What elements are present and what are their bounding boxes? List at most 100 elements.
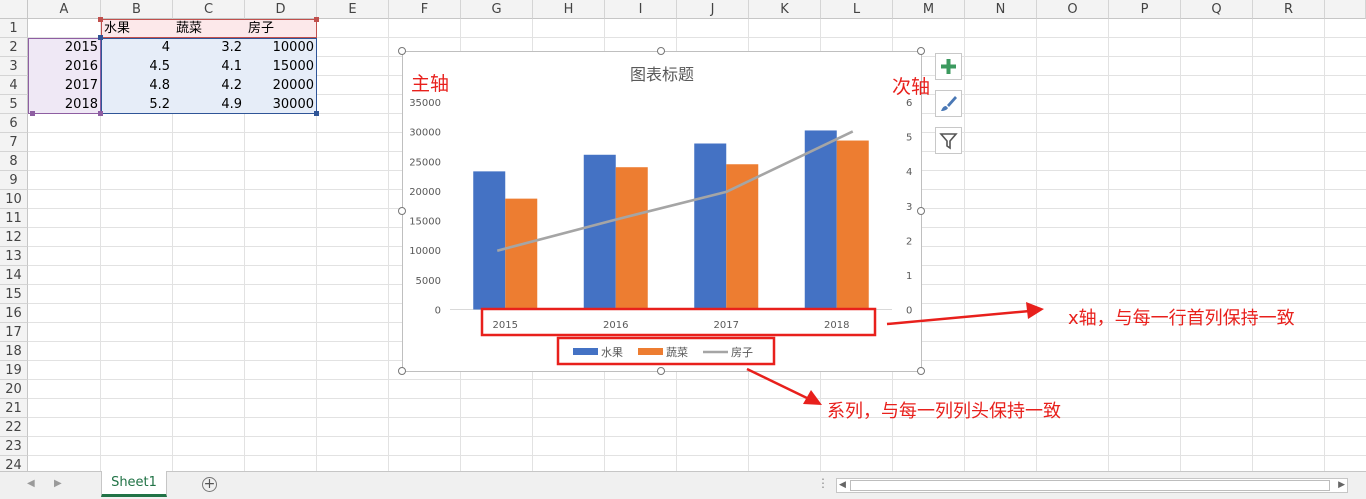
row-header-15[interactable]: 15 <box>0 285 28 304</box>
chart-elements-button[interactable] <box>935 53 962 80</box>
column-header-filler <box>1325 0 1366 19</box>
column-header-G[interactable]: G <box>461 0 533 19</box>
bar-水果-2018[interactable] <box>805 130 837 309</box>
column-header-C[interactable]: C <box>173 0 245 19</box>
more-options-icon[interactable]: ⋮ <box>817 476 829 490</box>
row-header-20[interactable]: 20 <box>0 380 28 399</box>
column-header-M[interactable]: M <box>893 0 965 19</box>
range-handle[interactable] <box>98 111 103 116</box>
bar-蔬菜-2018[interactable] <box>837 141 869 310</box>
column-header-A[interactable]: A <box>28 0 101 19</box>
primary-axis-tick-label: 35000 <box>409 98 441 109</box>
legend-label-水果[interactable]: 水果 <box>601 346 623 359</box>
gridline-horizontal <box>28 417 1366 418</box>
column-header-K[interactable]: K <box>749 0 821 19</box>
column-header-L[interactable]: L <box>821 0 893 19</box>
scroll-tabs-left-icon[interactable]: ◀ <box>27 478 35 489</box>
scroll-tabs-right-icon[interactable]: ▶ <box>54 478 62 489</box>
column-header-O[interactable]: O <box>1037 0 1109 19</box>
column-header-Q[interactable]: Q <box>1181 0 1253 19</box>
gridline-horizontal <box>28 398 1366 399</box>
column-header-R[interactable]: R <box>1253 0 1325 19</box>
scrollbar-thumb[interactable] <box>850 480 1330 491</box>
row-header-21[interactable]: 21 <box>0 399 28 418</box>
category-label: 2015 <box>493 320 518 331</box>
horizontal-scrollbar[interactable]: ◀ ▶ <box>836 478 1348 493</box>
range-handle[interactable] <box>314 111 319 116</box>
column-header-P[interactable]: P <box>1109 0 1181 19</box>
add-sheet-button[interactable]: + <box>202 477 217 492</box>
chart-resize-handle[interactable] <box>917 47 925 55</box>
chart-resize-handle[interactable] <box>917 207 925 215</box>
chart-resize-handle[interactable] <box>398 47 406 55</box>
gridline-vertical <box>1108 19 1109 471</box>
row-header-22[interactable]: 22 <box>0 418 28 437</box>
range-handle[interactable] <box>314 17 319 22</box>
chart-filters-button[interactable] <box>935 127 962 154</box>
range-handle[interactable] <box>30 111 35 116</box>
row-header-6[interactable]: 6 <box>0 114 28 133</box>
row-header-7[interactable]: 7 <box>0 133 28 152</box>
bar-蔬菜-2015[interactable] <box>505 199 537 310</box>
row-header-10[interactable]: 10 <box>0 190 28 209</box>
chart-resize-handle[interactable] <box>398 367 406 375</box>
row-header-4[interactable]: 4 <box>0 76 28 95</box>
row-header-8[interactable]: 8 <box>0 152 28 171</box>
column-header-F[interactable]: F <box>389 0 461 19</box>
bar-水果-2015[interactable] <box>473 171 505 309</box>
chart-object[interactable]: 图表标题 0 5000 10000 15000 20000 25000 30000 35000… <box>402 51 922 372</box>
chart-resize-handle[interactable] <box>917 367 925 375</box>
row-header-18[interactable]: 18 <box>0 342 28 361</box>
row-header-11[interactable]: 11 <box>0 209 28 228</box>
legend-label-蔬菜[interactable]: 蔬菜 <box>666 346 688 359</box>
range-border-values <box>101 38 317 114</box>
row-header-23[interactable]: 23 <box>0 437 28 456</box>
sheet-tab-sheet1[interactable]: Sheet1 <box>101 471 167 497</box>
bar-series[interactable] <box>473 130 869 309</box>
chart-resize-handle[interactable] <box>657 367 665 375</box>
select-all-corner[interactable] <box>0 0 28 19</box>
row-header-19[interactable]: 19 <box>0 361 28 380</box>
row-header-1[interactable]: 1 <box>0 19 28 38</box>
row-header-14[interactable]: 14 <box>0 266 28 285</box>
row-header-13[interactable]: 13 <box>0 247 28 266</box>
plus-icon <box>936 54 961 79</box>
primary-axis-tick-label: 10000 <box>409 246 441 257</box>
line-series[interactable] <box>497 131 853 250</box>
sheet-tab-label: Sheet1 <box>111 475 157 490</box>
scroll-left-icon[interactable]: ◀ <box>839 480 846 490</box>
chart-resize-handle[interactable] <box>657 47 665 55</box>
range-handle[interactable] <box>98 35 103 40</box>
column-header-D[interactable]: D <box>245 0 317 19</box>
bar-蔬菜-2016[interactable] <box>616 167 648 309</box>
chart-title[interactable]: 图表标题 <box>630 65 694 84</box>
column-header-N[interactable]: N <box>965 0 1037 19</box>
annotation-x-axis: x轴，与每一行首列保持一致 <box>1068 304 1295 330</box>
legend-label-房子[interactable]: 房子 <box>731 346 753 359</box>
row-header-12[interactable]: 12 <box>0 228 28 247</box>
bar-水果-2016[interactable] <box>584 155 616 310</box>
row-header-9[interactable]: 9 <box>0 171 28 190</box>
scroll-right-icon[interactable]: ▶ <box>1338 480 1345 490</box>
row-header-17[interactable]: 17 <box>0 323 28 342</box>
chart-legend[interactable]: 水果 蔬菜 房子 <box>573 346 753 359</box>
column-header-B[interactable]: B <box>101 0 173 19</box>
bar-水果-2017[interactable] <box>694 144 726 310</box>
gridline-vertical <box>1180 19 1181 471</box>
primary-axis-tick-label: 15000 <box>409 217 441 228</box>
bar-蔬菜-2017[interactable] <box>726 164 758 309</box>
row-header-2[interactable]: 2 <box>0 38 28 57</box>
row-header-16[interactable]: 16 <box>0 304 28 323</box>
column-header-E[interactable]: E <box>317 0 389 19</box>
column-header-J[interactable]: J <box>677 0 749 19</box>
secondary-axis-tick-label: 0 <box>906 306 912 317</box>
range-handle[interactable] <box>98 17 103 22</box>
annotation-series: 系列，与每一列列头保持一致 <box>827 397 1061 423</box>
chart-styles-button[interactable] <box>935 90 962 117</box>
column-header-H[interactable]: H <box>533 0 605 19</box>
chart-resize-handle[interactable] <box>398 207 406 215</box>
column-header-I[interactable]: I <box>605 0 677 19</box>
row-header-3[interactable]: 3 <box>0 57 28 76</box>
row-header-5[interactable]: 5 <box>0 95 28 114</box>
line-房子[interactable] <box>497 131 853 250</box>
